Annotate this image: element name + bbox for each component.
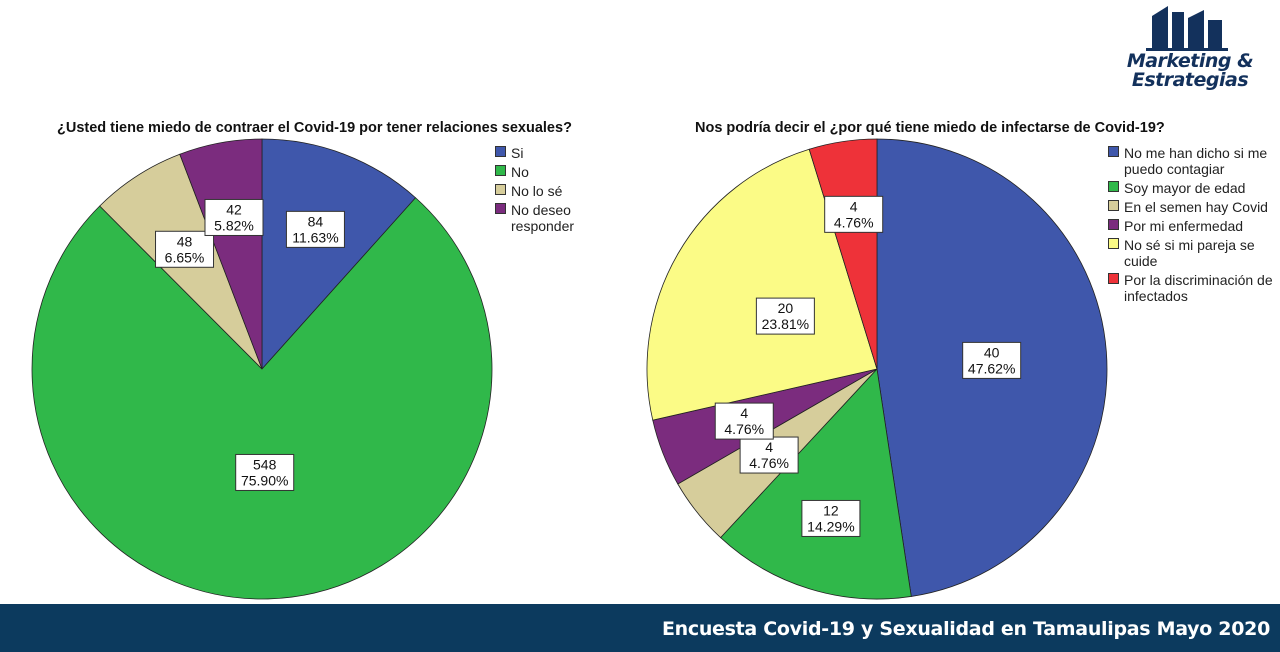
chart-2-legend-item-2: Soy mayor de edad [1108,180,1276,196]
chart-1-data-label-3: 486.65% [155,230,215,268]
chart-1-legend-label-4: No deseo responder [511,202,575,234]
chart-2-data-label-6: 44.76% [824,195,884,233]
logo-line-2: Estrategias [1131,69,1249,91]
chart-2-legend-label-2: Soy mayor de edad [1124,180,1246,196]
logo: Marketing & Estrategias [1110,2,1270,102]
chart-1-legend-item-3: No lo sé [495,183,610,199]
chart-1-legend-label-3: No lo sé [511,183,563,199]
chart-2-legend-item-3: En el semen hay Covid [1108,199,1276,215]
chart-1-title: ¿Usted tiene miedo de contraer el Covid-… [57,120,572,136]
chart-1-value-label-2: 548 [253,456,277,472]
chart-1-slice-2 [31,197,493,600]
chart-2-percent-label-5: 23.81% [762,316,809,332]
chart-2-legend-swatch-5 [1108,238,1119,249]
chart-2-percent-label-6: 4.76% [834,214,874,230]
chart-1-legend: Si No No lo sé No deseo responder [495,145,610,237]
pie-chart-2: 4047.62%1214.29%44.76%44.76%2023.81%44.7… [646,138,1108,600]
chart-2-percent-label-2: 14.29% [807,518,854,534]
chart-2-percent-label-3: 4.76% [749,455,789,471]
chart-1-legend-item-2: No [495,164,610,180]
chart-2-value-label-4: 4 [740,405,748,421]
chart-2-legend-swatch-6 [1108,273,1119,284]
chart-2-legend-label-6: Por la discriminación de infectados [1124,272,1273,304]
chart-2-value-label-2: 12 [823,502,839,518]
chart-1-legend-item-4: No deseo responder [495,202,610,234]
chart-2-legend-swatch-2 [1108,181,1119,192]
chart-2-percent-label-4: 4.76% [724,421,764,437]
chart-1-data-label-4: 425.82% [204,198,264,236]
chart-2-legend-swatch-4 [1108,219,1119,230]
chart-1-percent-label-3: 6.65% [165,249,205,265]
logo-line-1: Marketing & [1126,50,1254,72]
chart-1-value-label-1: 84 [308,213,324,229]
chart-2-legend-label-4: Por mi enfermedad [1124,218,1244,234]
chart-2-legend-swatch-3 [1108,200,1119,211]
footer-title: Encuesta Covid-19 y Sexualidad en Tamaul… [661,618,1270,640]
chart-1-percent-label-4: 5.82% [214,217,254,233]
chart-2-legend-label-5: No sé si mi pareja se cuide [1124,237,1255,269]
logo-text: Marketing & Estrategias [1110,52,1270,90]
chart-2-slice-2 [719,368,912,600]
chart-2-percent-label-1: 47.62% [968,360,1015,376]
chart-2-legend-item-4: Por mi enfermedad [1108,218,1276,234]
chart-2-value-label-6: 4 [850,198,858,214]
chart-2-value-label-5: 20 [778,300,794,316]
chart-1-value-label-3: 48 [177,233,193,249]
chart-2-legend-label-1: No me han dicho si me puedo contagiar [1124,145,1268,177]
chart-1-slice-1 [261,138,417,371]
chart-2-legend-item-6: Por la discriminación de infectados [1108,272,1276,304]
chart-1-slice-4 [179,138,263,370]
chart-2-value-label-3: 4 [765,439,773,455]
chart-1-legend-swatch-2 [495,165,506,176]
chart-1-legend-item-1: Si [495,145,610,161]
chart-1-legend-swatch-4 [495,203,506,214]
building-icon [1146,6,1228,51]
chart-2-legend: No me han dicho si me puedo contagiar Soy… [1108,145,1276,307]
chart-2-legend-label-3: En el semen hay Covid [1124,199,1268,215]
chart-2-slice-5 [646,148,878,421]
footer-bar: Encuesta Covid-19 y Sexualidad en Tamaul… [0,604,1280,652]
chart-2-legend-item-5: No sé si mi pareja se cuide [1108,237,1276,269]
chart-1-legend-swatch-3 [495,184,506,195]
chart-1-percent-label-2: 75.90% [241,472,288,488]
chart-2-legend-swatch-1 [1108,146,1119,157]
chart-2-data-label-3: 44.76% [739,436,799,474]
chart-1-value-label-4: 42 [226,201,242,217]
chart-2-legend-item-1: No me han dicho si me puedo contagiar [1108,145,1276,177]
chart-1-percent-label-1: 11.63% [292,229,338,245]
chart-2-data-label-4: 44.76% [714,402,774,440]
chart-2-value-label-1: 40 [984,344,1000,360]
chart-1-legend-label-2: No [511,164,529,180]
chart-1-legend-label-1: Si [511,145,524,161]
chart-1-legend-swatch-1 [495,146,506,157]
chart-2-title: Nos podría decir el ¿por qué tiene miedo… [695,120,1165,136]
